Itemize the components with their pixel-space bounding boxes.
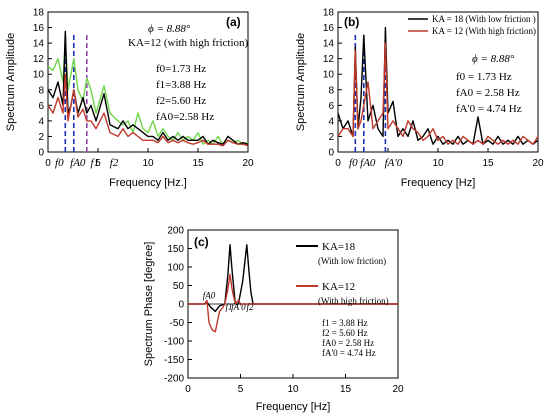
y-tick-label: 50 <box>173 281 185 292</box>
y-tick-label: 12 <box>323 54 335 65</box>
legend-label: KA=18 <box>322 241 356 253</box>
f1-annotation: f1=3.88 Hz <box>156 79 206 91</box>
freq-marker-label: f0 <box>349 157 358 169</box>
legend-label: KA=12 <box>322 281 355 293</box>
fa0p-annotation: fA'0 = 4.74 Hz <box>456 103 522 115</box>
f2-annotation: f2 = 5.60 Hz <box>322 328 368 338</box>
y-tick-label: 10 <box>323 70 335 81</box>
freq-marker-label: f1 <box>91 157 100 169</box>
y-tick-label: 200 <box>167 226 184 237</box>
peak-label-f1: f1 <box>225 302 232 312</box>
legend-sublabel: (With high friction) <box>318 296 389 306</box>
legend-label: KA = 12 (With high friction) <box>432 26 536 36</box>
ka-annotation: KA=12 (with high friction) <box>128 37 248 49</box>
x-tick-label: 5 <box>95 158 101 169</box>
y-tick-label: 8 <box>328 85 334 96</box>
fa0-annotation: fA0=2.58 Hz <box>156 111 214 123</box>
y-tick-label: 2 <box>328 132 334 143</box>
panel-a: 0 2 4 6 8 10 12 14 16 18 0 5 10 15 20 Frequency [Hz.] Sp… <box>5 8 254 190</box>
fa0-annotation: fA0 = 2.58 Hz <box>456 87 520 99</box>
freq-marker-label: fA0 <box>70 157 86 169</box>
y-tick-label: 4 <box>328 116 334 127</box>
x-tick-label: 10 <box>142 158 154 169</box>
series-line-red <box>337 42 539 145</box>
series-line-red <box>47 73 249 147</box>
y-tick-label: 14 <box>33 39 45 50</box>
y-tick-label: 100 <box>167 263 184 274</box>
freq-marker-label: f0 <box>55 157 64 169</box>
f0-annotation: f0=1.73 Hz <box>156 63 206 75</box>
panel-label: (c) <box>194 235 209 249</box>
y-tick-label: 8 <box>38 85 44 96</box>
phi-annotation: ϕ = 8.88° <box>472 53 515 65</box>
y-axis-label: Spectrum Amplitude <box>5 33 17 131</box>
panel-b: 0 2 4 6 8 10 12 14 16 18 0 10 15 20 Frequency [Hz] Spec… <box>295 8 544 190</box>
freq-marker-label: fA0 <box>360 157 376 169</box>
x-tick-label: 20 <box>242 158 254 169</box>
y-tick-label: 18 <box>33 8 45 19</box>
x-tick-label: 0 <box>185 384 191 395</box>
panel-label: (a) <box>226 15 241 29</box>
y-axis-label: Spectrum Phase [degree] <box>143 242 155 367</box>
y-tick-label: 10 <box>33 70 45 81</box>
x-tick-label: 0 <box>335 158 341 169</box>
freq-marker-label: f2 <box>110 157 119 169</box>
series-line-black <box>337 26 539 145</box>
legend-sublabel: (With low friction) <box>318 256 386 266</box>
x-tick-label: 0 <box>45 158 51 169</box>
peak-label-fa0p: fA'0 <box>231 302 246 312</box>
y-tick-label: -150 <box>164 355 184 366</box>
f0-annotation: f0 = 1.73 Hz <box>456 71 512 83</box>
legend-label: KA = 18 (With low friction ) <box>432 14 536 24</box>
y-tick-label: 2 <box>38 132 44 143</box>
fa0p-annotation: fA'0 = 4.74 Hz <box>322 348 376 358</box>
y-tick-label: -200 <box>164 374 184 385</box>
y-tick-label: 0 <box>178 300 184 311</box>
freq-marker-label: fA'0 <box>385 157 403 169</box>
y-tick-label: 150 <box>167 244 184 255</box>
x-tick-label: 10 <box>432 158 444 169</box>
x-tick-label: 5 <box>238 384 244 395</box>
peak-label-fa0: fA0 <box>203 290 216 300</box>
panel-c: -200 -150 -100 -50 0 50 100 150 200 0 5 10 15 20 Frequ… <box>143 226 404 414</box>
x-tick-label: 15 <box>482 158 494 169</box>
y-tick-label: 0 <box>38 148 44 159</box>
peak-label-f2: f2 <box>246 302 254 312</box>
y-tick-label: 6 <box>38 101 44 112</box>
y-tick-label: 4 <box>38 116 44 127</box>
x-tick-label: 20 <box>532 158 544 169</box>
panel-label: (b) <box>344 15 359 29</box>
x-tick-label: 10 <box>287 384 299 395</box>
y-axis-label: Spectrum Amplitude <box>295 33 307 131</box>
x-axis-label: Frequency [Hz.] <box>109 177 187 189</box>
x-tick-label: 20 <box>392 384 404 395</box>
y-tick-label: 6 <box>328 101 334 112</box>
fa0-annotation: fA0 = 2.58 Hz <box>322 338 374 348</box>
series-line-green <box>47 38 249 145</box>
x-axis-label: Frequency [Hz] <box>256 401 331 413</box>
x-tick-label: 15 <box>340 384 352 395</box>
series-line-black <box>188 244 398 313</box>
y-tick-label: 16 <box>323 23 335 34</box>
phi-annotation: ϕ = 8.88° <box>148 23 191 35</box>
y-tick-label: 18 <box>323 8 335 19</box>
x-tick-label: 15 <box>192 158 204 169</box>
y-tick-label: 16 <box>33 23 45 34</box>
x-axis-label: Frequency [Hz] <box>401 177 476 189</box>
y-tick-label: 0 <box>328 148 334 159</box>
y-tick-label: -100 <box>164 337 184 348</box>
y-tick-label: 14 <box>323 39 335 50</box>
f1-annotation: f1 = 3.88 Hz <box>322 318 368 328</box>
y-tick-label: 12 <box>33 54 45 65</box>
y-tick-label: -50 <box>170 318 185 329</box>
f2-annotation: f2=5.60 Hz <box>156 95 206 107</box>
series-line-red <box>188 273 398 333</box>
